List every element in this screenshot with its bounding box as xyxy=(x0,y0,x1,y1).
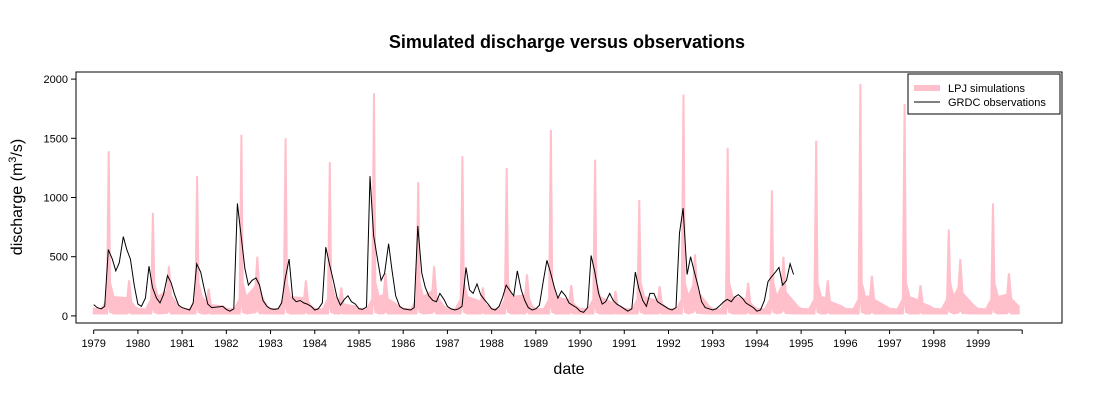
x-tick-label-1994: 1994 xyxy=(745,338,769,350)
x-tick-label-1996: 1996 xyxy=(833,338,857,350)
x-tick-label-1997: 1997 xyxy=(877,338,901,350)
simulation-band xyxy=(92,83,1020,315)
x-tick-label-1991: 1991 xyxy=(612,338,636,350)
x-tick-label-1990: 1990 xyxy=(568,338,592,350)
legend-label-sim: LPJ simulations xyxy=(948,83,1026,95)
x-tick-label-1987: 1987 xyxy=(435,338,459,350)
x-tick-label-1999: 1999 xyxy=(966,338,990,350)
x-tick-label-1983: 1983 xyxy=(258,338,282,350)
x-tick-label-1981: 1981 xyxy=(170,338,194,350)
x-tick-label-1988: 1988 xyxy=(479,338,503,350)
x-tick-label-1995: 1995 xyxy=(789,338,813,350)
chart-title: Simulated discharge versus observations xyxy=(389,32,745,52)
y-tick-label-1500: 1500 xyxy=(44,133,68,145)
x-tick-label-1986: 1986 xyxy=(391,338,415,350)
y-axis: 0 500 1000 1500 2000 xyxy=(44,74,77,323)
grdc-observation-line xyxy=(93,176,795,313)
x-tick-label-1985: 1985 xyxy=(347,338,371,350)
lpj-simulation-band xyxy=(92,83,1020,315)
x-axis: 1979 1980 1981 1982 1983 1984 1985 1986 1987 1988… xyxy=(81,329,1023,350)
x-tick-label-1979: 1979 xyxy=(81,338,105,350)
y-axis-title: discharge (m3/s) xyxy=(7,139,26,255)
legend: LPJ simulations GRDC observations xyxy=(907,73,1061,115)
x-axis-title: date xyxy=(553,361,584,378)
y-tick-label-2000: 2000 xyxy=(44,74,68,86)
x-tick-label-1982: 1982 xyxy=(214,338,238,350)
x-tick-label-1992: 1992 xyxy=(656,338,680,350)
y-axis-title-end: /s) xyxy=(9,139,26,157)
x-tick-label-1980: 1980 xyxy=(126,338,150,350)
legend-box xyxy=(907,73,1061,115)
x-tick-label-1993: 1993 xyxy=(700,338,724,350)
y-tick-label-0: 0 xyxy=(62,311,68,323)
x-tick-label-1984: 1984 xyxy=(303,338,327,350)
legend-label-obs: GRDC observations xyxy=(948,97,1046,109)
y-axis-title-main: discharge (m xyxy=(9,163,26,255)
y-tick-label-500: 500 xyxy=(50,252,68,264)
y-axis-title-superscript: 3 xyxy=(7,157,19,163)
x-tick-label-1998: 1998 xyxy=(922,338,946,350)
observation-series xyxy=(93,176,795,313)
x-tick-label-1989: 1989 xyxy=(524,338,548,350)
y-tick-label-1000: 1000 xyxy=(44,193,68,205)
